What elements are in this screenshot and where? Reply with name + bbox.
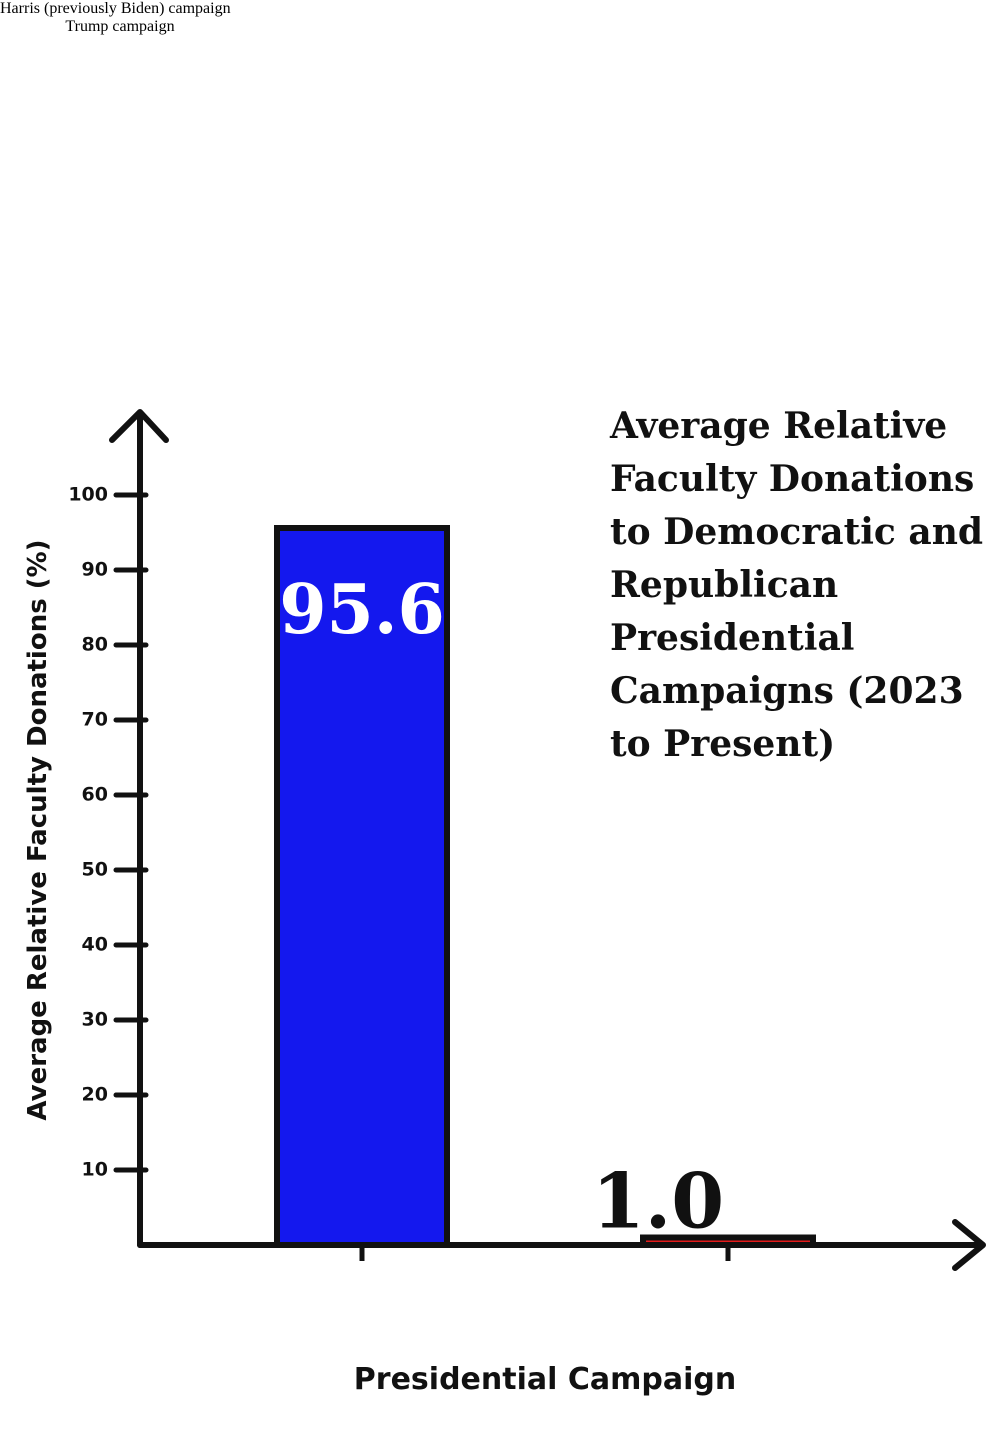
x-tick-label: Harris (previously Biden) campaign xyxy=(0,0,231,17)
y-tick-label: 90 xyxy=(82,559,108,581)
y-axis-label: Average Relative Faculty Donations (%) xyxy=(23,539,53,1121)
value-label: 1.0 xyxy=(592,1157,724,1246)
y-tick-label: 60 xyxy=(82,784,108,806)
bar xyxy=(640,1234,816,1248)
value-label: 95.6 xyxy=(279,570,445,650)
y-tick-label: 40 xyxy=(82,934,108,956)
y-tick-label: 20 xyxy=(82,1084,108,1106)
chart-title: Average Relative Faculty Donations to De… xyxy=(610,405,984,765)
y-arrow xyxy=(109,409,169,443)
x-tick-label: Trump campaign xyxy=(65,18,175,35)
x-axis-label: Presidential Campaign xyxy=(353,1362,737,1397)
y-tick-label: 50 xyxy=(82,859,108,881)
x-arrow xyxy=(952,1219,986,1271)
y-tick-label: 70 xyxy=(82,709,108,731)
bar xyxy=(274,525,450,1248)
y-tick-label: 10 xyxy=(82,1159,108,1181)
y-tick-label: 100 xyxy=(68,484,108,506)
y-tick-label: 30 xyxy=(82,1009,108,1031)
y-tick-label: 80 xyxy=(82,634,108,656)
